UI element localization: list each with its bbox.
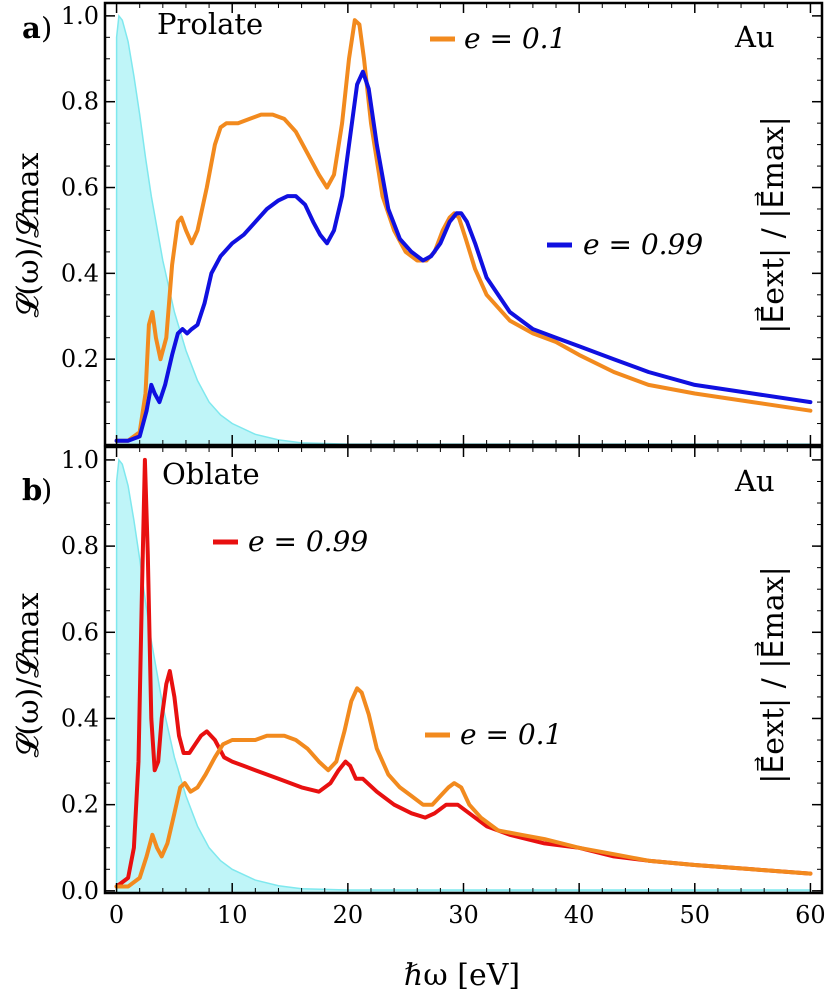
panel-b-ytick-label: 0.4 [61, 704, 99, 732]
panel-a-frame [103, 1, 824, 447]
x-tick-label: 60 [795, 901, 826, 929]
panel-a-ytick-label: 0.4 [61, 259, 99, 287]
x-tick-label: 40 [564, 901, 595, 929]
panel-a-ylabel-right: |E⃗ext| / |E⃗max| [755, 116, 791, 334]
x-axis-label: ℏω [eV] [404, 958, 520, 993]
panel-a-legend-e099-label: e = 0.99 [583, 228, 703, 261]
panel-b: 0.0 0.2 0.4 0.6 0.8 1.0 0 10 20 30 40 50 60 b ) Obla… [11, 445, 826, 993]
panel-b-field-area [115, 457, 812, 894]
panel-b-ytick-label: 0.0 [61, 877, 99, 905]
panel-b-ytick-label: 0.8 [61, 532, 99, 560]
panel-b-legend-e099-label: e = 0.99 [248, 525, 368, 558]
panel-a-ytick-label: 0.6 [61, 174, 99, 202]
panel-a-ytick-label: 0.2 [61, 345, 99, 373]
panel-a-field-area [115, 13, 812, 446]
panel-a-letter: a [22, 11, 41, 45]
x-tick-label: 0 [109, 901, 124, 929]
panel-b-series-2-line [114, 686, 813, 889]
panel-a-ytick-label: 0.8 [61, 88, 99, 116]
panel-a-series-2-line [114, 69, 813, 443]
panel-a-legend-e099: e = 0.99 [547, 228, 703, 261]
x-tick-label: 10 [217, 901, 248, 929]
panel-b-ylabel: 𝓛(ω)/𝓛max [11, 592, 46, 757]
panel-b-ytick-label: 1.0 [61, 446, 99, 474]
panel-a-letter-paren: ) [41, 11, 52, 45]
panel-b-ytick-label: 0.6 [61, 618, 99, 646]
panel-a-ytick-label: 1.0 [61, 2, 99, 30]
panel-a-material: Au [734, 20, 775, 54]
panel-a-ylabel: 𝓛(ω)/𝓛max [11, 152, 46, 317]
x-tick-label: 20 [333, 901, 364, 929]
panel-b-frame [103, 445, 824, 895]
panel-b-legend-e01-label: e = 0.1 [460, 718, 562, 751]
panel-b-series-1-line [114, 457, 813, 889]
panel-a: 0.2 0.4 0.6 0.8 1.0 a ) Prolate Au 𝓛(ω)/𝓛max… [11, 1, 824, 447]
x-tick-label: 50 [680, 901, 711, 929]
x-tick-label: 30 [448, 901, 479, 929]
panel-b-ylabel-right: |E⃗ext| / |E⃗max| [755, 566, 791, 784]
panel-a-legend-e01-label: e = 0.1 [464, 22, 566, 55]
panel-b-letter: b [22, 473, 42, 507]
panel-b-material: Au [734, 464, 775, 498]
panel-a-series-1-line [114, 18, 813, 443]
panel-b-ytick-label: 0.2 [61, 791, 99, 819]
panel-b-letter-paren: ) [41, 473, 52, 507]
panel-b-subtitle: Oblate [162, 457, 260, 491]
panel-b-legend-e099: e = 0.99 [213, 525, 368, 558]
panel-a-legend-e01: e = 0.1 [430, 22, 566, 55]
panel-a-subtitle: Prolate [157, 7, 263, 41]
panel-b-legend-e01: e = 0.1 [425, 718, 562, 751]
